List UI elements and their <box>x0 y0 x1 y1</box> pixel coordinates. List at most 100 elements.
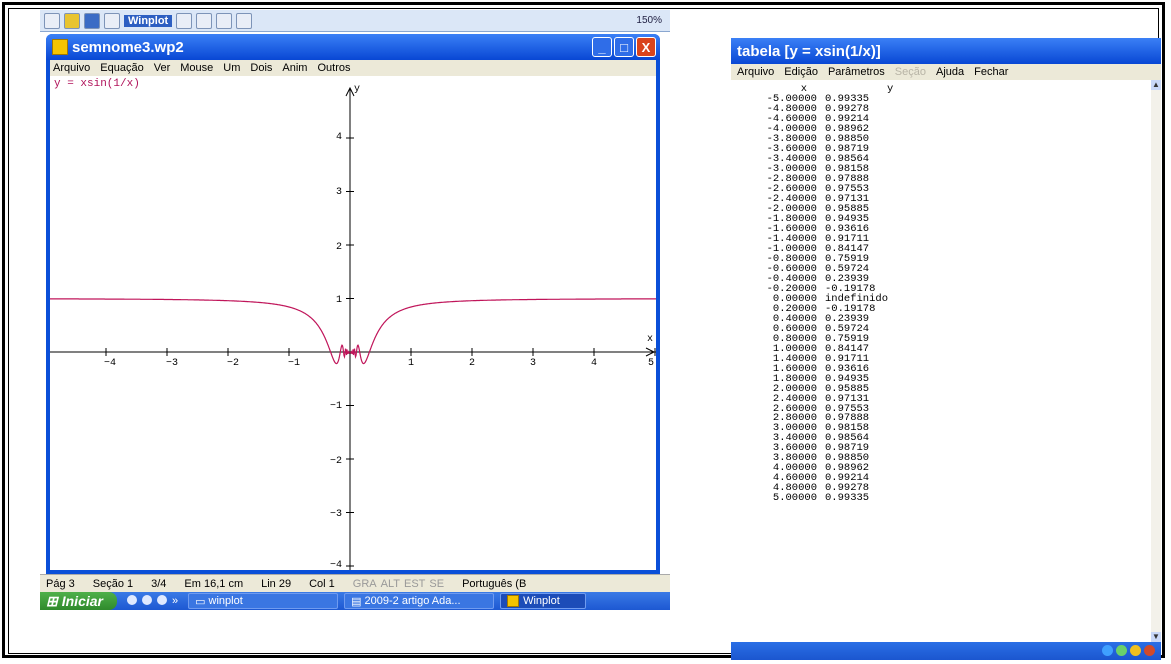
cell-y: 0.91711 <box>825 232 870 245</box>
x-tick-label: −2 <box>227 358 240 369</box>
cell-x: 3.60000 <box>772 442 817 455</box>
zoom-level[interactable]: 150% <box>636 15 662 26</box>
table-row: -3.60000 0.98719 <box>731 144 977 154</box>
menu-um[interactable]: Um <box>223 62 241 74</box>
x-tick-label: 1 <box>408 358 415 369</box>
help-icon[interactable] <box>236 12 253 29</box>
table-row: -0.40000 0.23939 <box>731 273 977 283</box>
table-row: -5.00000 0.99335 <box>731 94 977 104</box>
cell-y: 0.75919 <box>825 252 870 265</box>
column-header-x: x <box>800 83 807 95</box>
menu-ver[interactable]: Ver <box>153 62 171 74</box>
menu-parametros[interactable]: Parâmetros <box>827 66 885 78</box>
table-row: 0.60000 0.59724 <box>731 323 977 333</box>
table-row: 0.00000 indefinido <box>731 292 977 305</box>
cell-x: 3.40000 <box>772 432 817 445</box>
taskbar-item-winplot-folder[interactable]: ▭ winplot <box>188 593 339 609</box>
table-row: 3.60000 0.98719 <box>731 443 977 453</box>
menu-ajuda[interactable]: Ajuda <box>936 66 965 78</box>
table-row: 5.00000 0.99335 <box>731 493 977 503</box>
table-row: -2.60000 0.97553 <box>731 184 977 194</box>
cell-y: 0.98158 <box>825 422 870 435</box>
table-icon[interactable] <box>216 12 233 29</box>
table-row: -1.40000 0.91711 <box>731 234 977 244</box>
cell-y: 0.99214 <box>825 472 870 485</box>
plot-area[interactable]: y = xsin(1/x) y x −4 −3 −2 −1 1 2 3 4 5 … <box>50 76 656 571</box>
new-doc-icon[interactable] <box>44 12 60 29</box>
security-icon[interactable] <box>1116 645 1127 656</box>
close-button[interactable]: X <box>636 37 656 57</box>
minimize-button[interactable]: _ <box>592 37 612 57</box>
cell-x: -3.80000 <box>766 132 817 145</box>
winplot-toolbar-label[interactable]: Winplot <box>124 14 173 27</box>
vertical-scrollbar[interactable]: ▲ ▼ <box>1151 80 1161 642</box>
maximize-button[interactable]: □ <box>614 37 634 57</box>
menu-mouse[interactable]: Mouse <box>180 62 214 74</box>
cell-y: 0.94935 <box>825 212 870 225</box>
ie-icon[interactable] <box>126 595 137 605</box>
table-row: 0.20000 -0.19178 <box>731 302 977 315</box>
y-tick-label: −3 <box>330 509 343 520</box>
quick-launch-more[interactable]: » <box>171 595 179 607</box>
y-axis-arrow <box>345 86 355 97</box>
table-row: 0.40000 0.23939 <box>731 313 977 323</box>
undo-icon[interactable] <box>176 12 193 29</box>
cell-y: 0.98564 <box>825 152 870 165</box>
table-row: 1.60000 0.93616 <box>731 362 977 375</box>
cell-x: -1.60000 <box>766 222 817 235</box>
cell-y: 0.91711 <box>825 352 870 365</box>
shield-icon[interactable] <box>1130 645 1141 656</box>
table-row: -2.00000 0.95885 <box>731 204 977 214</box>
cell-x: -3.00000 <box>766 162 817 175</box>
menu-fechar[interactable]: Fechar <box>974 66 1009 78</box>
status-language[interactable]: Português (B <box>462 577 527 590</box>
status-flag[interactable]: ALT <box>380 577 400 590</box>
table-window-title: tabela [y = xsin(1/x)] <box>737 42 881 60</box>
x-tick-label: −4 <box>104 358 117 369</box>
menu-arquivo[interactable]: Arquivo <box>737 66 775 78</box>
open-folder-icon[interactable] <box>64 12 80 29</box>
table-row: -4.60000 0.99214 <box>731 114 977 124</box>
cell-y: 0.99278 <box>825 482 870 495</box>
redo-icon[interactable] <box>196 12 213 29</box>
cell-y: 0.93616 <box>825 362 870 375</box>
status-flag[interactable]: EST <box>403 577 426 590</box>
status-flag[interactable]: GRA <box>352 577 377 590</box>
cell-x: -2.60000 <box>766 182 817 195</box>
table-row: 4.80000 0.99278 <box>731 483 977 493</box>
taskbar-item-winplot[interactable]: Winplot <box>500 593 587 609</box>
table-row: 2.40000 0.97131 <box>731 393 977 403</box>
firefox-icon[interactable] <box>156 595 167 605</box>
media-icon[interactable] <box>141 595 152 605</box>
windows-taskbar: ⊞ Iniciar » ▭ winplot ▤ 2009-2 artigo Ad… <box>40 592 670 610</box>
menu-edicao[interactable]: Edição <box>784 66 818 78</box>
table-row: 2.60000 0.97553 <box>731 403 977 413</box>
menu-dois[interactable]: Dois <box>250 62 273 74</box>
speaker-icon[interactable] <box>1144 645 1155 656</box>
status-page: Pág 3 <box>46 577 75 590</box>
taskbar-item-word-doc[interactable]: ▤ 2009-2 artigo Ada... <box>344 593 495 609</box>
save-icon[interactable] <box>84 12 100 29</box>
print-icon[interactable] <box>104 12 120 29</box>
scroll-down-icon[interactable]: ▼ <box>1151 632 1161 642</box>
status-pages: 3/4 <box>151 577 167 590</box>
winplot-titlebar[interactable]: semnome3.wp2 _ □ X <box>46 34 660 60</box>
menu-arquivo[interactable]: Arquivo <box>53 62 91 74</box>
start-button[interactable]: ⊞ Iniciar <box>40 592 117 610</box>
y-tick-label: 1 <box>336 295 343 306</box>
menu-anim[interactable]: Anim <box>282 62 308 74</box>
x-axis-label: x <box>647 334 654 345</box>
cell-x: 0.00000 <box>772 292 817 305</box>
table-titlebar[interactable]: tabela [y = xsin(1/x)] <box>731 38 1161 64</box>
menu-outros[interactable]: Outros <box>317 62 351 74</box>
quick-launch: » <box>126 595 179 607</box>
cell-x: 0.20000 <box>772 302 817 315</box>
status-flag[interactable]: SE <box>429 577 445 590</box>
scroll-up-icon[interactable]: ▲ <box>1151 80 1161 90</box>
cell-y: 0.98962 <box>825 462 870 475</box>
word-statusbar: Pág 3 Seção 1 3/4 Em 16,1 cm Lin 29 Col … <box>40 574 670 592</box>
winplot-screenshot: Winplot 150% semnome3.wp2 _ □ X Arquivo … <box>40 10 670 610</box>
cell-y: 0.98962 <box>825 122 870 135</box>
menu-equacao[interactable]: Equação <box>100 62 144 74</box>
network-icon[interactable] <box>1102 645 1113 656</box>
